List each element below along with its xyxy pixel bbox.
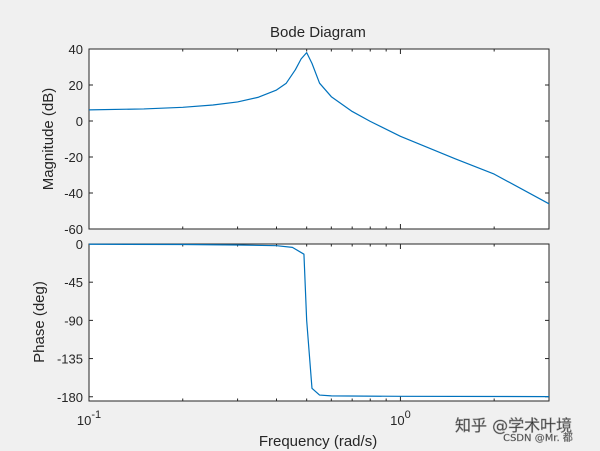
- phase-series: [88, 243, 550, 398]
- mag-ytick-label: -60: [64, 222, 83, 237]
- phase-series-line: [88, 243, 550, 398]
- phase-x-ticks: 10-1 100: [77, 244, 495, 428]
- mag-ytick-label: 0: [76, 114, 83, 129]
- phase-ytick-label: -135: [57, 352, 83, 367]
- phase-ytick-label: 0: [76, 237, 83, 252]
- figure-title: Bode Diagram: [270, 24, 366, 41]
- phase-ylabel: Phase (deg): [31, 281, 48, 363]
- frequency-xtick-label: 100: [390, 409, 411, 428]
- watermark-sub: CSDN @Mr. 都: [503, 432, 573, 444]
- frequency-xlabel: Frequency (rad/s): [259, 433, 377, 450]
- magnitude-ylabel: Magnitude (dB): [40, 88, 57, 191]
- mag-ytick-label: -20: [64, 150, 83, 165]
- watermark-main: 知乎 @学术叶境: [455, 416, 572, 435]
- phase-panel: 0 -45 -90 -135 -180 10-1 100 Phase (deg) Freq…: [31, 237, 550, 450]
- magnitude-series: [88, 51, 550, 205]
- mag-series-line: [88, 51, 550, 205]
- phase-ytick-label: -90: [64, 313, 83, 328]
- mag-ytick-label: 20: [69, 78, 83, 93]
- phase-ytick-label: -180: [57, 390, 83, 405]
- magnitude-panel: 40 20 0 -20 -40 -60 Magnitude (dB): [40, 42, 550, 237]
- magnitude-y-ticks: 40 20 0 -20 -40 -60: [64, 42, 549, 237]
- mag-ytick-label: -40: [64, 186, 83, 201]
- phase-axes-box: [88, 243, 550, 402]
- phase-ytick-label: -45: [64, 275, 83, 290]
- magnitude-axes-box: [88, 48, 550, 230]
- mag-ytick-label: 40: [69, 42, 83, 57]
- frequency-xtick-label: 10-1: [77, 409, 101, 428]
- phase-y-ticks: 0 -45 -90 -135 -180: [57, 237, 549, 405]
- magnitude-x-ticks: [88, 49, 495, 229]
